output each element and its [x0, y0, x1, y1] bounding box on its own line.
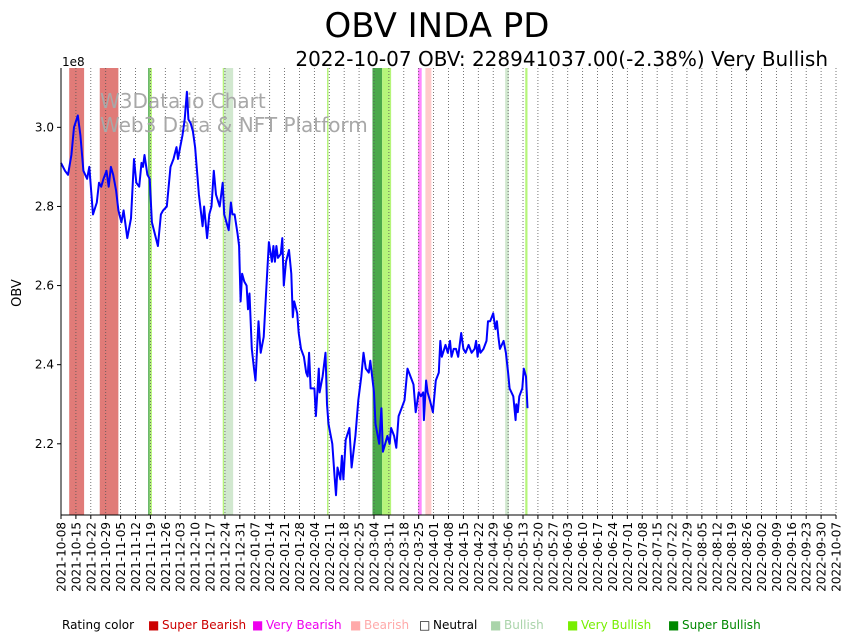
legend-item-label: Super Bearish	[162, 618, 246, 632]
legend-item-label: Super Bullish	[682, 618, 761, 632]
x-tick-label: 2022-04-22	[472, 522, 486, 592]
y-scale-label: 1e8	[62, 55, 85, 69]
legend-item-label: Bullish	[504, 618, 544, 632]
x-tick-label: 2021-10-15	[69, 522, 83, 592]
x-tick-label: 2022-06-10	[576, 522, 590, 592]
y-ticks: 2.2 2.4 2.6 2.8 3.0	[35, 120, 61, 451]
rating-band-0	[69, 68, 85, 515]
rating-band-12	[525, 68, 528, 515]
x-tick-label: 2022-03-11	[382, 522, 396, 592]
x-tick-label: 2022-02-25	[353, 522, 367, 592]
x-tick-label: 2021-10-29	[99, 522, 113, 592]
legend-swatch: ■	[668, 618, 679, 632]
legend-swatch: ■	[350, 618, 361, 632]
x-tick-label: 2022-05-13	[517, 522, 531, 592]
obv-series	[60, 90, 529, 497]
x-tick-label: 2021-12-24	[218, 522, 232, 592]
x-tick-label: 2022-06-17	[591, 522, 605, 592]
rating-band-11	[505, 68, 509, 515]
x-tick-label: 2022-07-22	[666, 522, 680, 592]
watermark-line-1: W3Data.io Chart	[100, 89, 266, 113]
x-tick-label: 2022-01-07	[248, 522, 262, 592]
x-tick-label: 2022-03-04	[367, 522, 381, 592]
y-tick-label: 2.6	[35, 279, 54, 293]
y-tick-label: 2.4	[35, 358, 54, 372]
chart-title: OBV INDA PD	[325, 6, 550, 46]
x-tick-label: 2022-01-28	[293, 522, 307, 592]
legend-item-label: Very Bearish	[266, 618, 342, 632]
rating-band-4	[222, 68, 225, 515]
legend-title: Rating color	[62, 618, 134, 632]
y-tick-label: 2.8	[35, 199, 54, 213]
y-tick-label: 2.2	[35, 437, 54, 451]
legend-swatch: ■	[490, 618, 501, 632]
rating-legend: Rating color ■ Super Bearish ■ Very Bearish…	[62, 618, 761, 632]
legend-swatch: ■	[252, 618, 263, 632]
x-tick-label: 2022-06-03	[561, 522, 575, 592]
obv-line	[60, 90, 529, 497]
x-tick-label: 2022-08-19	[725, 522, 739, 592]
x-tick-label: 2022-05-20	[531, 522, 545, 592]
legend-swatch: ■	[567, 618, 578, 632]
x-tick-label: 2022-09-23	[800, 522, 814, 592]
x-tick-label: 2021-12-10	[189, 522, 203, 592]
rating-band-8	[382, 68, 392, 515]
rating-band-5	[224, 68, 234, 515]
x-tick-label: 2021-10-08	[55, 522, 69, 592]
y-tick-label: 3.0	[35, 120, 54, 134]
rating-band-2	[148, 68, 150, 515]
x-tick-label: 2022-05-27	[546, 522, 560, 592]
legend-swatch: □	[419, 618, 430, 632]
x-tick-label: 2021-11-19	[144, 522, 158, 592]
x-tick-label: 2022-03-25	[412, 522, 426, 592]
x-tick-label: 2022-01-14	[263, 522, 277, 592]
x-tick-label: 2022-07-15	[651, 522, 665, 592]
x-tick-label: 2021-11-12	[129, 522, 143, 592]
x-tick-label: 2022-02-04	[308, 522, 322, 592]
y-axis-label: OBV	[10, 279, 25, 307]
x-tick-label: 2022-04-15	[457, 522, 471, 592]
x-tick-label: 2022-09-16	[785, 522, 799, 592]
x-tick-label: 2022-05-06	[502, 522, 516, 592]
x-tick-label: 2022-09-02	[755, 522, 769, 592]
x-tick-label: 2022-04-08	[442, 522, 456, 592]
x-tick-label: 2022-08-26	[740, 522, 754, 592]
x-tick-label: 2022-02-11	[323, 522, 337, 592]
x-tick-label: 2022-08-12	[710, 522, 724, 592]
watermark-line-2: Web3 Data & NFT Platform	[100, 113, 368, 137]
rating-band-9	[417, 68, 422, 515]
legend-item-label: Bearish	[364, 618, 409, 632]
x-tick-label: 2022-07-29	[680, 522, 694, 592]
x-tick-label: 2022-04-29	[487, 522, 501, 592]
x-tick-label: 2021-11-05	[114, 522, 128, 592]
x-tick-label: 2022-09-09	[770, 522, 784, 592]
x-ticks: 2021-10-08 2021-10-15 2021-10-22 2021-10-29…	[55, 515, 844, 592]
x-tick-label: 2022-01-21	[278, 522, 292, 592]
legend-item-label: Very Bullish	[581, 618, 651, 632]
x-tick-label: 2022-08-05	[695, 522, 709, 592]
x-tick-label: 2021-12-17	[204, 522, 218, 592]
x-tick-label: 2021-11-26	[159, 522, 173, 592]
x-tick-label: 2022-09-30	[815, 522, 829, 592]
x-tick-label: 2022-06-24	[606, 522, 620, 592]
x-tick-label: 2022-02-18	[338, 522, 352, 592]
x-tick-label: 2022-10-07	[830, 522, 844, 592]
x-tick-label: 2022-04-01	[427, 522, 441, 592]
chart-subtitle: 2022-10-07 OBV: 228941037.00(-2.38%) Ver…	[295, 47, 828, 71]
x-tick-label: 2021-12-03	[174, 522, 188, 592]
rating-band-6	[327, 68, 329, 515]
x-tick-label: 2022-07-01	[621, 522, 635, 592]
legend-item-label: Neutral	[433, 618, 477, 632]
x-gridlines	[60, 68, 837, 515]
x-tick-label: 2022-03-18	[397, 522, 411, 592]
rating-band-3	[149, 68, 152, 515]
x-tick-label: 2022-07-08	[636, 522, 650, 592]
x-tick-label: 2021-10-22	[84, 522, 98, 592]
rating-band-10	[425, 68, 432, 515]
x-tick-label: 2021-12-31	[233, 522, 247, 592]
rating-band-7	[372, 68, 383, 515]
legend-swatch: ■	[148, 618, 159, 632]
